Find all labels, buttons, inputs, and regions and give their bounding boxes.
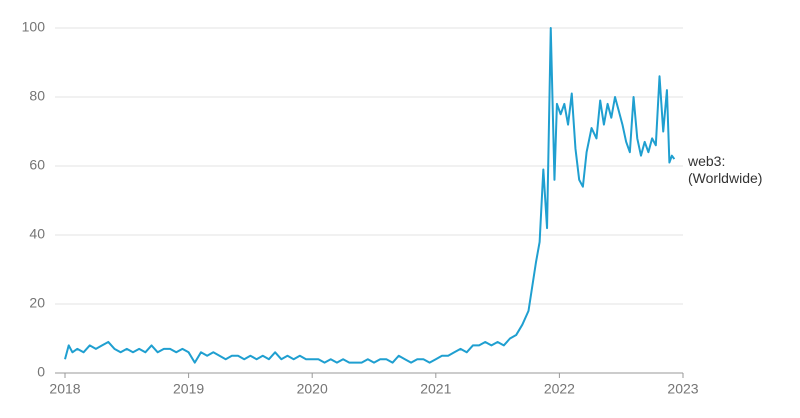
data-line — [64, 27, 676, 364]
x-tick-label: 2022 — [544, 381, 575, 397]
y-tick-label: 100 — [22, 19, 46, 35]
x-tick-label: 2018 — [49, 381, 80, 397]
y-tick-label: 0 — [37, 364, 45, 380]
x-tick-label: 2023 — [667, 381, 698, 397]
series-label: web3: (Worldwide) — [688, 153, 763, 186]
y-tick-label: 20 — [29, 295, 45, 311]
y-tick-label: 80 — [29, 88, 45, 104]
y-tick-label: 60 — [29, 157, 45, 173]
x-tick-label: 2021 — [420, 381, 451, 397]
y-tick-label: 40 — [29, 226, 45, 242]
x-tick-label: 2019 — [173, 381, 204, 397]
x-tick-label: 2020 — [297, 381, 328, 397]
